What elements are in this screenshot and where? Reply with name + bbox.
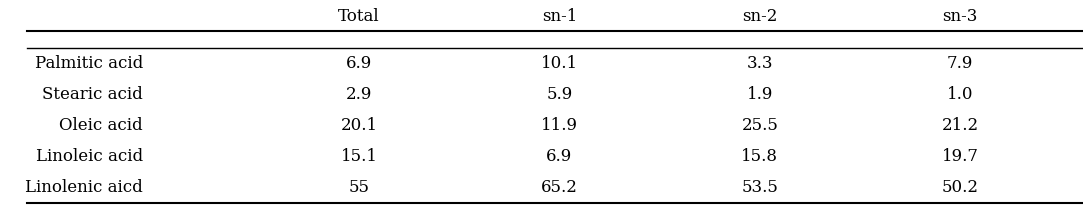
Text: 21.2: 21.2 bbox=[942, 117, 979, 134]
Text: Oleic acid: Oleic acid bbox=[60, 117, 143, 134]
Text: Linoleic acid: Linoleic acid bbox=[36, 148, 143, 165]
Text: 1.9: 1.9 bbox=[746, 86, 773, 103]
Text: Linolenic aicd: Linolenic aicd bbox=[25, 179, 143, 196]
Text: 20.1: 20.1 bbox=[340, 117, 378, 134]
Text: sn-2: sn-2 bbox=[742, 8, 778, 25]
Text: 53.5: 53.5 bbox=[742, 179, 779, 196]
Text: 19.7: 19.7 bbox=[942, 148, 979, 165]
Text: Palmitic acid: Palmitic acid bbox=[35, 55, 143, 72]
Text: 3.3: 3.3 bbox=[746, 55, 773, 72]
Text: 15.8: 15.8 bbox=[742, 148, 779, 165]
Text: 6.9: 6.9 bbox=[345, 55, 373, 72]
Text: 11.9: 11.9 bbox=[542, 117, 578, 134]
Text: Total: Total bbox=[338, 8, 380, 25]
Text: sn-1: sn-1 bbox=[542, 8, 577, 25]
Text: 7.9: 7.9 bbox=[948, 55, 974, 72]
Text: 15.1: 15.1 bbox=[340, 148, 378, 165]
Text: 2.9: 2.9 bbox=[345, 86, 373, 103]
Text: 50.2: 50.2 bbox=[942, 179, 979, 196]
Text: 5.9: 5.9 bbox=[546, 86, 573, 103]
Text: Stearic acid: Stearic acid bbox=[42, 86, 143, 103]
Text: 55: 55 bbox=[349, 179, 369, 196]
Text: 25.5: 25.5 bbox=[742, 117, 779, 134]
Text: 1.0: 1.0 bbox=[947, 86, 974, 103]
Text: 65.2: 65.2 bbox=[542, 179, 578, 196]
Text: 10.1: 10.1 bbox=[540, 55, 578, 72]
Text: sn-3: sn-3 bbox=[942, 8, 978, 25]
Text: 6.9: 6.9 bbox=[546, 148, 573, 165]
